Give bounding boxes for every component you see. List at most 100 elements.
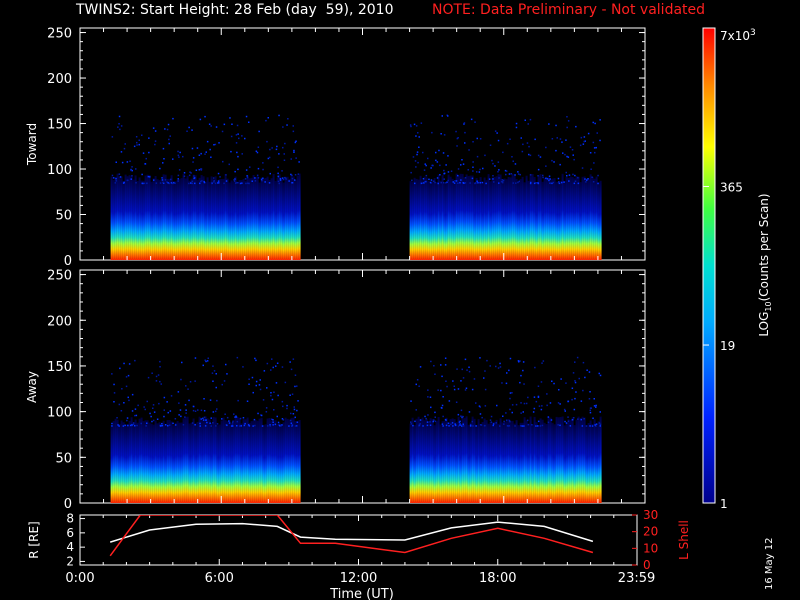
spectrogram-speckle (116, 417, 118, 419)
spectrogram-speckle (266, 140, 268, 143)
spectrogram-speckle (523, 425, 525, 427)
spectrogram-column (186, 175, 189, 260)
spectrogram-speckle (237, 182, 239, 184)
spectrogram-speckle (561, 141, 563, 143)
spectrogram-column (583, 176, 586, 260)
spectrogram-speckle (505, 173, 507, 176)
spectrogram-column (579, 182, 582, 260)
lshell-tick-label: 10 (643, 541, 658, 555)
spectrogram-speckle (183, 172, 186, 174)
spectrogram-column (539, 418, 542, 503)
spectrogram-speckle (522, 361, 525, 363)
spectrogram-column (116, 419, 119, 503)
spectrogram-column (427, 421, 430, 503)
spectrogram-column (421, 180, 424, 260)
spectrogram-column (415, 178, 418, 260)
colorbar-ticks: 1 19 365 7x103 (703, 27, 756, 511)
spectrogram-speckle (572, 154, 574, 156)
spectrogram-speckle (559, 138, 562, 140)
spectrogram-column (268, 180, 271, 260)
spectrogram-column (455, 422, 458, 503)
spectrogram-speckle (511, 156, 513, 158)
spectrogram-speckle (284, 381, 287, 384)
spectrogram-speckle (221, 418, 223, 420)
spectrogram-speckle (188, 182, 190, 185)
spectrogram-column (278, 174, 281, 260)
spectrogram-speckle (115, 177, 117, 180)
spectrogram-column (182, 173, 185, 260)
spectrogram-speckle (560, 378, 562, 380)
spectrogram-column (417, 179, 420, 260)
spectrogram-speckle (238, 425, 241, 427)
spectrogram-speckle (292, 413, 295, 415)
spectrogram-speckle (219, 176, 221, 178)
spectrogram-speckle (184, 416, 186, 418)
spectrogram-speckle (515, 403, 518, 406)
spectrogram-speckle (481, 416, 483, 419)
spectrogram-speckle (464, 358, 467, 361)
spectrogram-column (230, 422, 233, 503)
spectrogram-column (196, 421, 199, 503)
spectrogram-column (244, 419, 247, 503)
spectrogram-speckle (115, 180, 117, 182)
spectrogram-speckle (545, 165, 547, 167)
spectrogram-speckle (277, 180, 280, 183)
spectrogram-speckle (440, 181, 442, 184)
spectrogram-speckle (199, 425, 201, 427)
spectrogram-speckle (191, 180, 193, 183)
spectrogram-speckle (243, 424, 246, 427)
spectrogram-speckle (247, 182, 249, 184)
spectrogram-speckle (499, 362, 501, 365)
spectrogram-column (146, 420, 149, 503)
spectrogram-speckle (146, 182, 148, 184)
spectrogram-speckle (235, 142, 238, 144)
spectrogram-speckle (433, 180, 435, 182)
spectrogram-speckle (241, 182, 243, 184)
spectrogram-speckle (418, 425, 420, 427)
spectrogram-column (274, 420, 277, 503)
spectrogram-speckle (147, 175, 150, 178)
spectrogram-speckle (170, 182, 173, 184)
spectrogram-speckle (485, 182, 487, 185)
spectrogram-speckle (521, 150, 524, 153)
spectrogram-speckle (412, 156, 415, 158)
spectrogram-speckle (423, 169, 426, 171)
spectrogram-speckle (127, 374, 130, 377)
spectrogram-speckle (188, 174, 191, 177)
spectrogram-speckle (480, 424, 483, 426)
spectrogram-speckle (233, 179, 235, 181)
spectrogram-speckle (200, 180, 202, 183)
lshell-tick-label: 30 (643, 508, 658, 522)
spectrogram-column (228, 182, 231, 260)
spectrogram-column (515, 178, 518, 260)
spectrogram-speckle (476, 171, 478, 173)
spectrogram-speckle (293, 149, 295, 152)
spectrogram-speckle (448, 400, 451, 402)
spectrogram-speckle (212, 380, 214, 382)
spectrogram-speckle (289, 394, 291, 396)
spectrogram-speckle (266, 387, 268, 389)
spectrogram-speckle (533, 407, 536, 410)
spectrogram-speckle (599, 411, 601, 413)
spectrogram-speckle (282, 177, 284, 179)
spectrogram-speckle (124, 424, 126, 427)
spectrogram-column (250, 421, 253, 503)
spectrogram-speckle (591, 425, 594, 427)
spectrogram-column (499, 174, 502, 260)
spectrogram-speckle (235, 182, 237, 184)
spectrogram-speckle (230, 135, 233, 138)
spectrogram-speckle (415, 125, 418, 127)
spectrogram-speckle (484, 388, 487, 391)
spectrogram-speckle (126, 179, 129, 182)
spectrogram-speckle (245, 169, 248, 171)
spectrogram-speckle (215, 425, 217, 427)
spectrogram-column (459, 173, 462, 260)
spectrogram-speckle (131, 169, 133, 172)
spectrogram-column (162, 420, 165, 503)
spectrogram-column (138, 177, 141, 260)
spectrogram-speckle (214, 182, 217, 185)
spectrogram-column (413, 425, 416, 503)
spectrogram-speckle (424, 181, 426, 183)
spectrogram-speckle (134, 359, 136, 362)
spectrogram-speckle (286, 124, 288, 126)
